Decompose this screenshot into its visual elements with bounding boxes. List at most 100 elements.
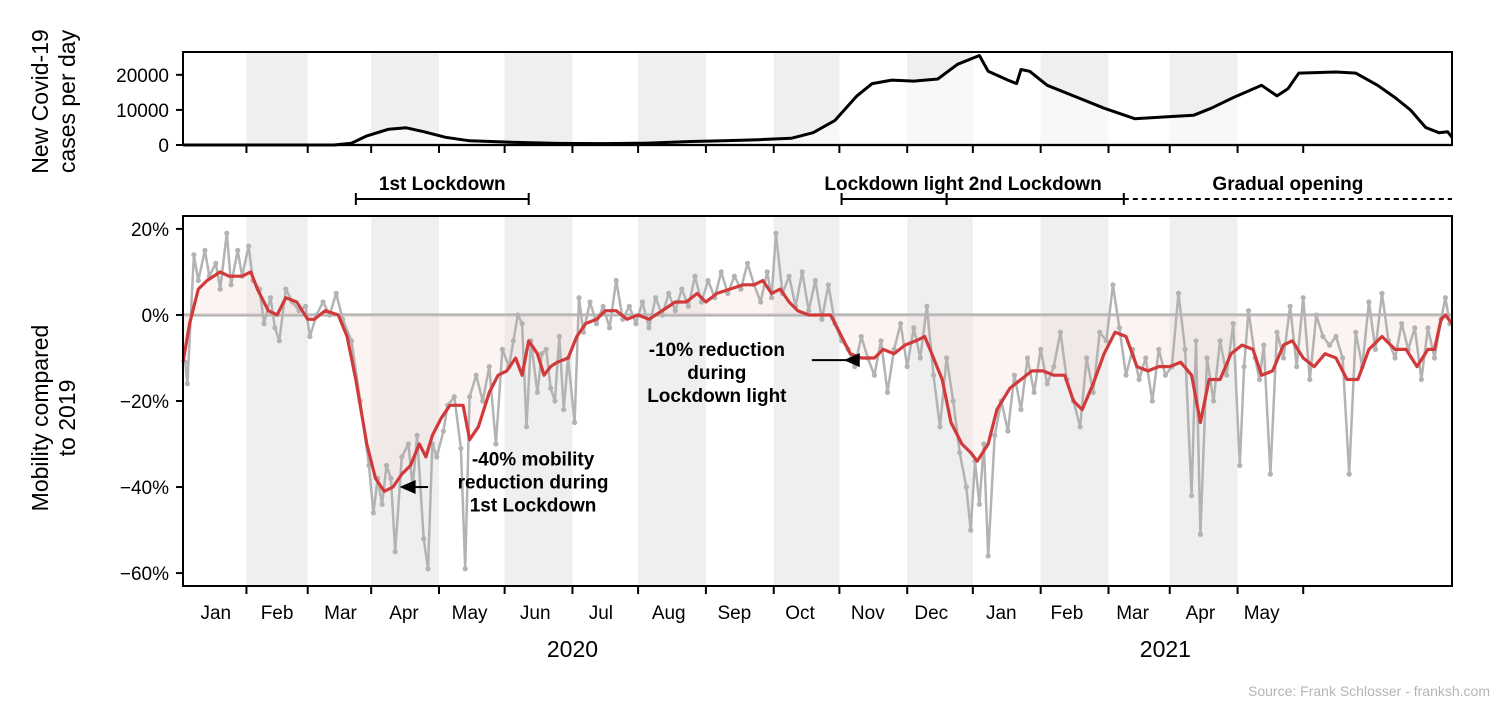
daily-mobility-point xyxy=(825,282,832,288)
annotation-arrow-head xyxy=(399,480,416,495)
daily-mobility-point xyxy=(1274,329,1280,335)
daily-mobility-point xyxy=(1353,329,1359,335)
daily-mobility-point xyxy=(1210,398,1217,404)
daily-mobility-point xyxy=(523,424,530,430)
daily-mobility-point xyxy=(1245,308,1252,314)
daily-mobility-point xyxy=(968,527,974,533)
annotation-text: -10% reduction during Lockdown light xyxy=(647,340,787,407)
daily-mobility-point xyxy=(1300,295,1306,301)
daily-mobility-point xyxy=(653,295,659,301)
daily-mobility-point xyxy=(924,303,930,309)
daily-mobility-point xyxy=(1294,364,1300,370)
period-label: 1st Lockdown xyxy=(379,174,506,195)
daily-mobility-point xyxy=(858,333,864,340)
daily-mobility-point xyxy=(1366,299,1372,305)
mobility-y-tick-label: −20% xyxy=(120,392,169,413)
daily-mobility-point xyxy=(1287,303,1293,309)
daily-mobility-point xyxy=(1005,428,1011,434)
daily-mobility-point xyxy=(534,389,541,395)
daily-mobility-point xyxy=(764,269,770,275)
daily-mobility-point xyxy=(1379,290,1385,296)
daily-mobility-point xyxy=(692,273,698,279)
daily-mobility-point xyxy=(515,312,521,318)
daily-mobility-point xyxy=(434,454,440,460)
period-label: Gradual opening xyxy=(1212,174,1363,195)
daily-mobility-point xyxy=(320,299,326,305)
month-band xyxy=(246,216,308,586)
daily-mobility-point xyxy=(1256,376,1263,383)
daily-mobility-point xyxy=(510,338,516,344)
daily-mobility-point xyxy=(576,295,582,301)
daily-mobility-point xyxy=(806,308,812,314)
daily-mobility-point xyxy=(224,230,230,236)
daily-mobility-point xyxy=(486,364,492,370)
month-label: Jan xyxy=(986,603,1017,624)
daily-mobility-point xyxy=(399,454,405,460)
daily-mobility-point xyxy=(587,299,593,305)
daily-mobility-point xyxy=(333,290,339,296)
month-label: Oct xyxy=(785,603,815,624)
month-label: Feb xyxy=(1051,603,1084,624)
daily-mobility-point xyxy=(957,450,963,456)
cases-line xyxy=(183,54,1454,147)
rolling-mobility-line xyxy=(181,270,1454,493)
daily-mobility-point xyxy=(1090,389,1096,395)
daily-mobility-point xyxy=(425,566,431,572)
daily-mobility-point xyxy=(600,303,606,309)
cases-area xyxy=(183,55,1452,145)
daily-mobility-point xyxy=(871,372,878,378)
daily-mobility-point xyxy=(607,325,613,331)
daily-mobility-point xyxy=(985,553,991,559)
daily-mobility-point xyxy=(1217,338,1223,344)
daily-mobility-point xyxy=(1230,321,1236,327)
daily-mobility-point xyxy=(1372,346,1378,352)
daily-mobility-point xyxy=(276,338,282,344)
daily-mobility-point xyxy=(261,321,267,327)
daily-mobility-point xyxy=(195,277,201,284)
daily-mobility-point xyxy=(1313,312,1319,318)
y-axis-label: New Covid-19cases per day xyxy=(27,29,80,173)
month-label: Feb xyxy=(261,603,294,624)
daily-mobility-point xyxy=(213,260,219,266)
daily-mobility-point xyxy=(878,338,884,344)
daily-mobility-point xyxy=(1097,329,1103,335)
month-label: Dec xyxy=(914,603,948,624)
daily-mobility-point xyxy=(283,286,289,292)
daily-mobility-point xyxy=(1011,372,1018,378)
daily-mobility-point xyxy=(480,398,486,404)
y-axis-label-line: New Covid-19 xyxy=(27,29,53,173)
daily-mobility-point xyxy=(917,355,923,361)
daily-mobility-point xyxy=(1425,325,1431,331)
daily-mobility-point xyxy=(930,372,937,378)
daily-mobility-point xyxy=(1431,355,1438,361)
daily-mobility-point xyxy=(731,273,738,279)
year-label: 2020 xyxy=(547,636,598,662)
daily-mobility-point xyxy=(705,277,711,284)
daily-mobility-point xyxy=(646,325,652,331)
mobility-y-tick-label: 20% xyxy=(131,220,169,241)
daily-mobility-point xyxy=(639,299,646,305)
annotation-line: -10% reduction xyxy=(649,340,785,361)
mobility-y-tick-label: −40% xyxy=(120,478,169,499)
daily-mobility-point xyxy=(228,282,234,288)
daily-mobility-point xyxy=(1103,338,1109,344)
cases-y-tick-label: 20000 xyxy=(116,66,169,87)
month-band xyxy=(907,216,973,586)
month-label: Apr xyxy=(389,603,419,624)
daily-mobility-point xyxy=(392,549,398,555)
mobility-y-tick-label: 0% xyxy=(142,306,170,327)
daily-mobility-point xyxy=(898,321,904,327)
daily-mobility-point xyxy=(1149,398,1155,404)
mobility-y-tick-label: −60% xyxy=(120,564,169,585)
month-label: Sep xyxy=(717,603,751,624)
daily-mobility-point xyxy=(1175,290,1182,296)
daily-mobility-point xyxy=(462,566,468,572)
cases-frame xyxy=(182,51,1453,146)
daily-mobility-point xyxy=(1326,342,1333,348)
daily-mobility-point xyxy=(786,273,792,279)
daily-mobility-point xyxy=(421,536,427,542)
month-label: Jul xyxy=(589,603,613,624)
daily-mobility-point xyxy=(1399,321,1405,327)
daily-mobility-point xyxy=(904,364,910,370)
daily-mobility-point xyxy=(473,372,479,378)
